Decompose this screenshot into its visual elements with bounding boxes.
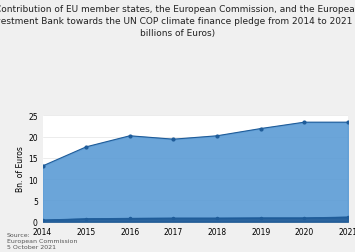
Y-axis label: Bn. of Euros: Bn. of Euros xyxy=(16,146,25,192)
Text: Source:
European Commission
5 October 2021: Source: European Commission 5 October 20… xyxy=(7,232,77,249)
Text: Contribution of EU member states, the European Commission, and the European
Inve: Contribution of EU member states, the Eu… xyxy=(0,5,355,38)
